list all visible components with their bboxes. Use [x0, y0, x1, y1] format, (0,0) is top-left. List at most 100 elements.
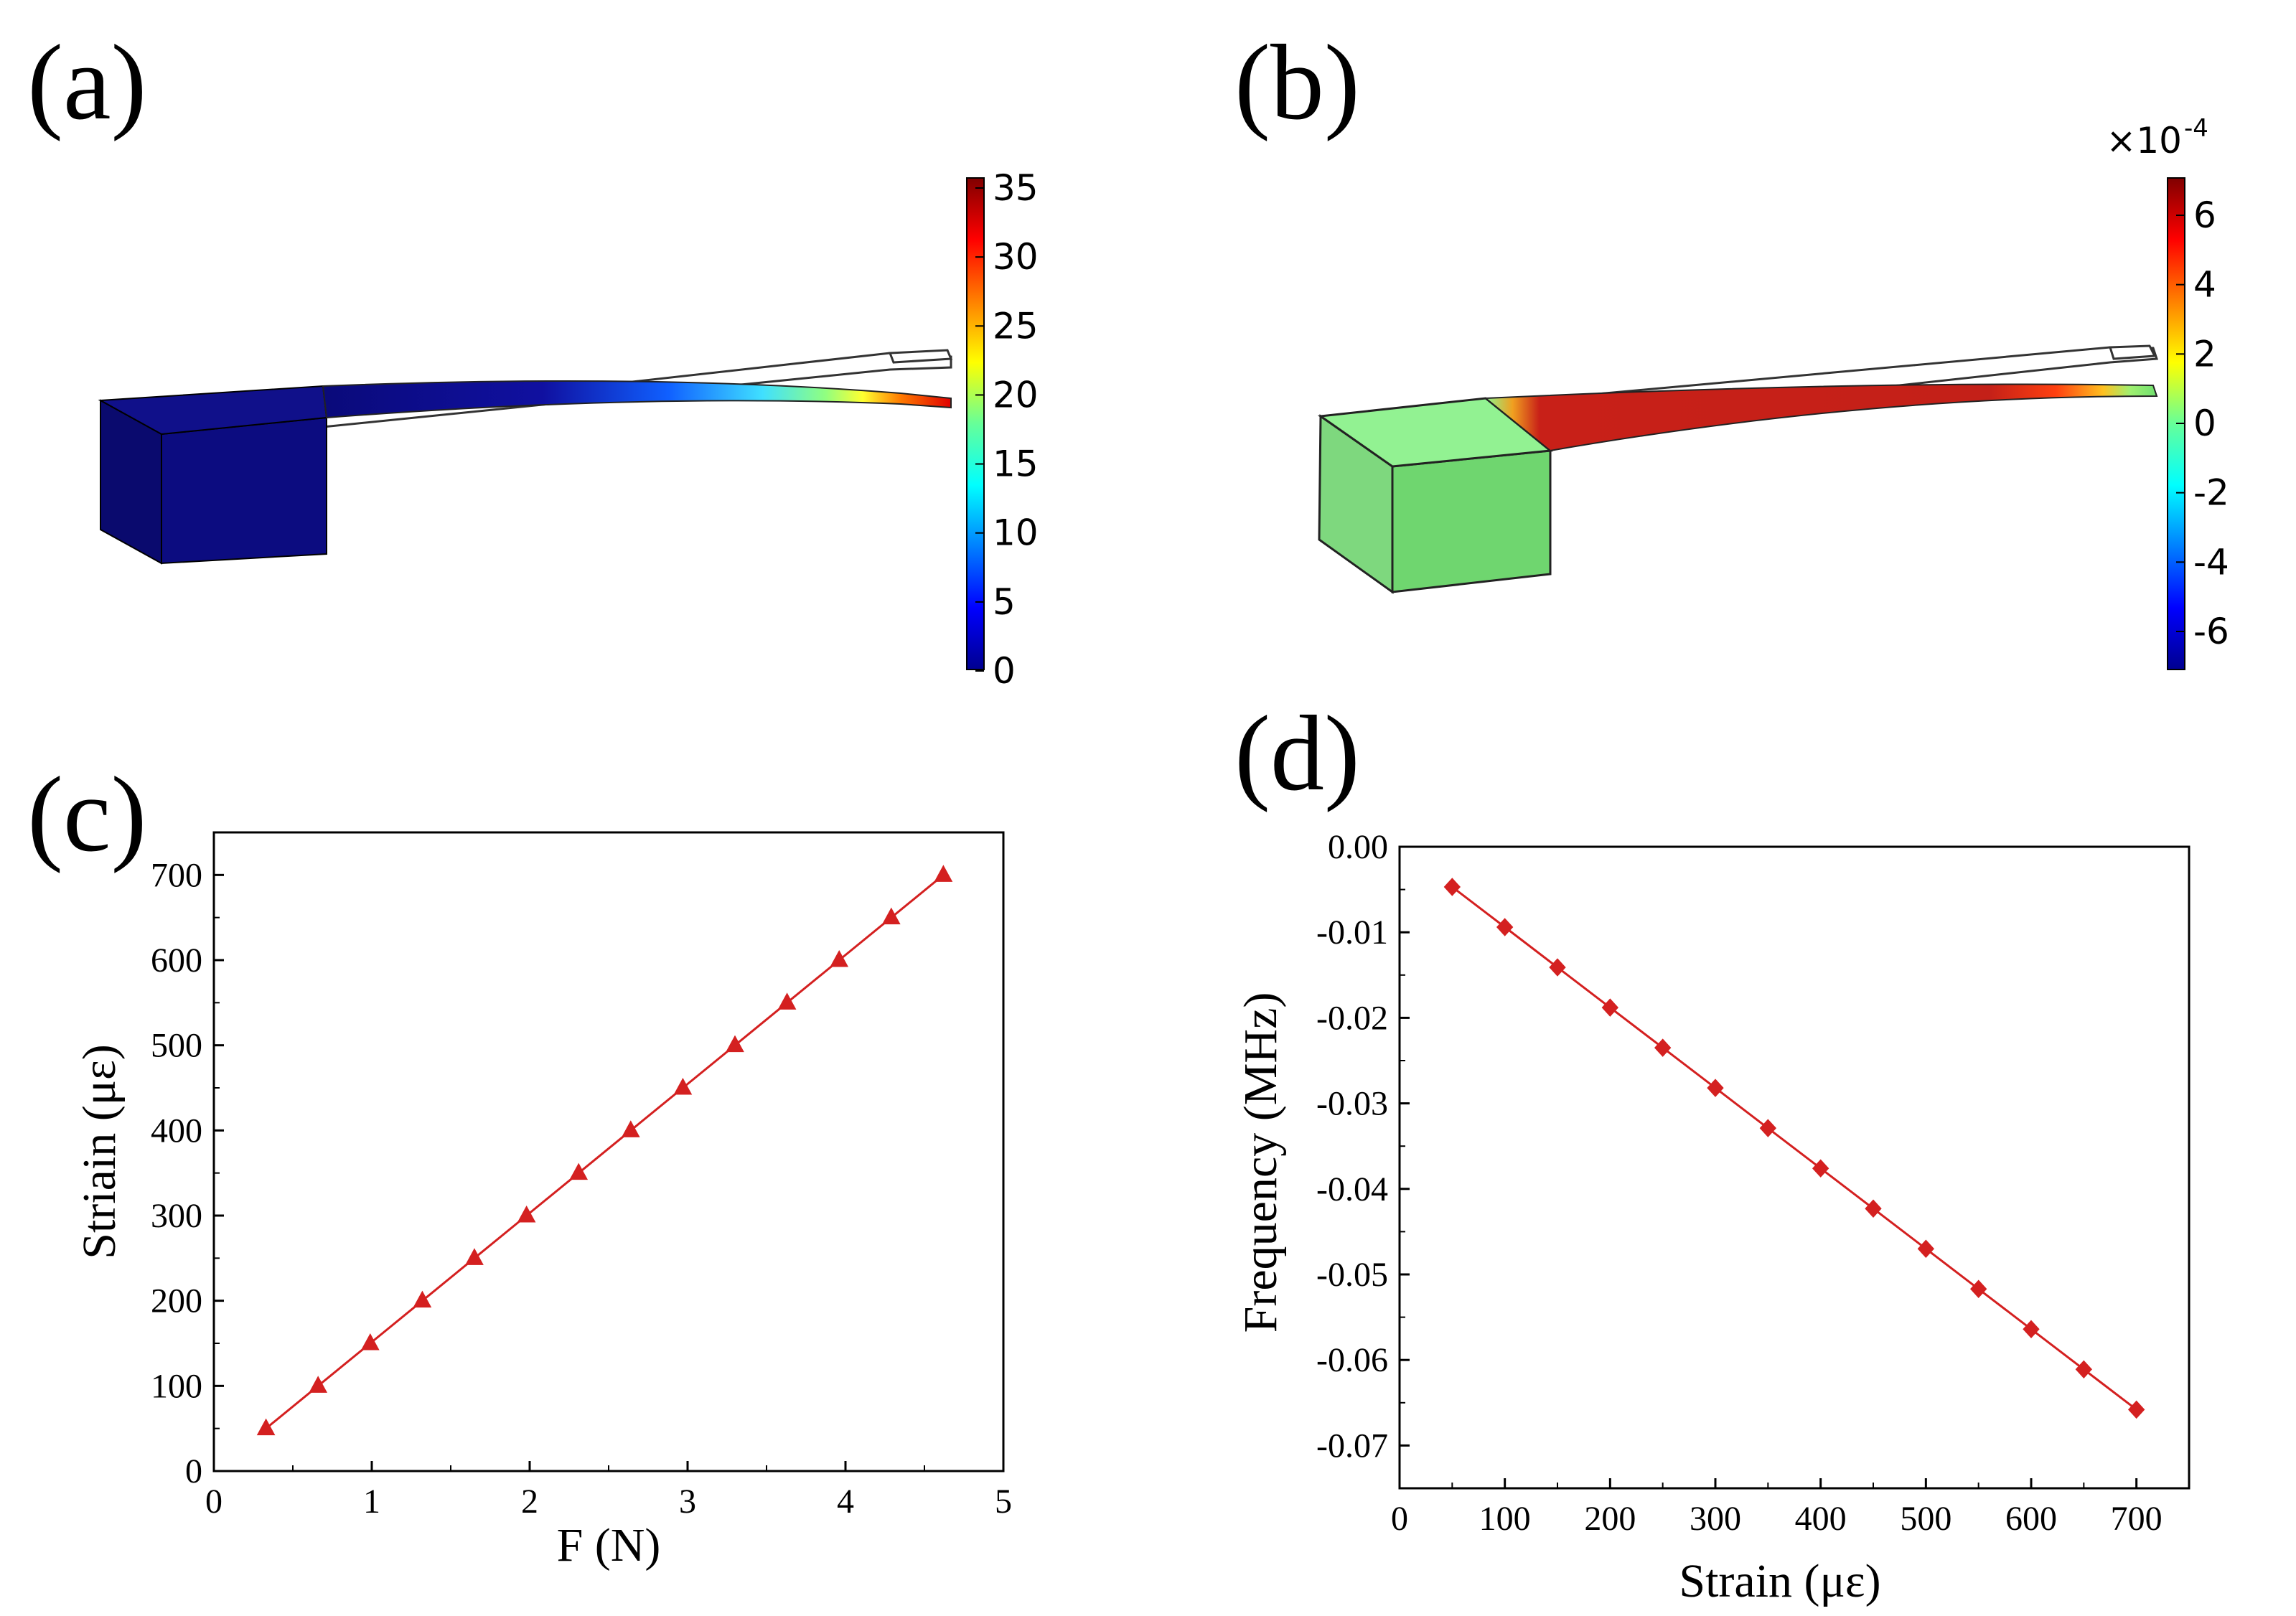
chart-c-ylabel: Striain (με) — [73, 1044, 126, 1259]
chart-d-point — [1917, 1239, 1935, 1258]
chart-d-point — [1443, 878, 1461, 896]
colorbar-a-tick-label: 0 — [993, 650, 1016, 692]
chart-d-point — [1759, 1119, 1777, 1137]
chart-d-ytick-label: -0.04 — [1316, 1170, 1388, 1208]
chart-c-ytick-label: 700 — [151, 856, 202, 894]
chart-c: 0 1 2 3 4 5 0 100 200 300 400 500 600 700 F (N) Stria… — [73, 831, 1012, 1572]
base-block-front-b — [1391, 449, 1552, 593]
chart-c-point — [413, 1290, 432, 1308]
chart-d-ytick-label: -0.03 — [1316, 1085, 1388, 1123]
chart-c-ytick-label: 0 — [185, 1452, 202, 1490]
chart-c-xlabel: F (N) — [557, 1519, 661, 1572]
chart-d-xtick-label: 500 — [1900, 1500, 1951, 1538]
colorbar-a-tick-label: 30 — [993, 236, 1039, 278]
chart-d-point — [1865, 1199, 1882, 1218]
colorbar-a-tick-label: 10 — [993, 512, 1039, 554]
chart-c-xtick-label: 2 — [521, 1483, 538, 1521]
chart-c-point — [360, 1333, 380, 1350]
colorbar-b-tick-label: 0 — [2193, 403, 2216, 444]
chart-d-frame — [1398, 845, 2190, 1490]
chart-c-xtick-label: 3 — [679, 1483, 696, 1521]
chart-d-point — [1654, 1038, 1672, 1057]
chart-c-ytick-label: 200 — [151, 1282, 202, 1320]
colorbar-b-tick-label: -6 — [2193, 611, 2229, 652]
colorbar-b-tick-label: -2 — [2193, 472, 2229, 514]
base-block-front-a — [161, 416, 327, 565]
chart-c-point — [777, 992, 797, 1010]
chart-c-ytick-label: 400 — [151, 1112, 202, 1150]
chart-d-axis-ticks: 0 100 200 300 400 500 600 700 0.00 -0.01 -0.02 -0.0… — [1316, 828, 2163, 1538]
chart-d-ytick-label: -0.02 — [1316, 999, 1388, 1037]
chart-c-xtick-label: 4 — [837, 1483, 854, 1521]
panel-c: (c) 0 1 2 3 4 5 0 100 200 300 400 500 600 700 F (N) S… — [27, 755, 1012, 1572]
chart-d-ytick-label: -0.07 — [1316, 1427, 1388, 1465]
chart-c-axis-ticks: 0 1 2 3 4 5 0 100 200 300 400 500 600 700 — [151, 856, 1012, 1521]
colorbar-b-exponent: -4 — [2184, 114, 2208, 143]
chart-d-ylabel: Frequency (MHz) — [1234, 992, 1287, 1333]
chart-c-point — [934, 865, 953, 882]
chart-d-point — [1496, 918, 1514, 936]
chart-d-xtick-label: 700 — [2111, 1500, 2163, 1538]
panel-d: (d) 0 100 200 300 400 500 600 700 0.00 -0.01 -0.02… — [1234, 694, 2190, 1607]
chart-c-point — [673, 1077, 693, 1095]
chart-c-point — [881, 907, 901, 925]
chart-c-series — [256, 865, 953, 1436]
chart-d-point — [1601, 998, 1619, 1017]
chart-d-xlabel: Strain (με) — [1679, 1555, 1880, 1607]
colorbar-b-tick-label: 4 — [2193, 264, 2216, 306]
chart-d-point — [2023, 1320, 2040, 1339]
chart-c-point — [569, 1162, 589, 1180]
chart-d-ytick-label: -0.01 — [1316, 913, 1388, 952]
chart-d-point — [2075, 1360, 2093, 1379]
chart-c-point — [621, 1120, 640, 1137]
panel-b-label: (b) — [1234, 23, 1360, 142]
chart-d-xtick-label: 100 — [1479, 1500, 1531, 1538]
chart-d-point — [2127, 1400, 2145, 1419]
chart-d-xtick-label: 600 — [2005, 1500, 2057, 1538]
chart-c-point — [309, 1376, 328, 1393]
deformed-beam-a — [322, 380, 952, 419]
chart-c-xtick-label: 5 — [995, 1483, 1012, 1521]
chart-d-point — [1969, 1279, 1987, 1299]
chart-c-ytick-label: 500 — [151, 1027, 202, 1065]
chart-c-point — [256, 1418, 276, 1436]
chart-d: 0 100 200 300 400 500 600 700 0.00 -0.01 -0.02 -0.0… — [1234, 828, 2190, 1607]
colorbar-a-tick-label: 35 — [993, 167, 1039, 209]
chart-c-point — [726, 1035, 744, 1053]
colorbar-b-tick-label: 6 — [2193, 194, 2216, 236]
colorbar-a-tick-label: 15 — [993, 443, 1039, 485]
chart-d-point — [1812, 1159, 1829, 1178]
chart-d-ytick-label: 0.00 — [1328, 828, 1388, 866]
chart-c-xtick-label: 0 — [205, 1483, 222, 1521]
chart-d-ytick-label: -0.05 — [1316, 1256, 1388, 1294]
chart-d-ytick-label: -0.06 — [1316, 1341, 1388, 1379]
panel-c-label: (c) — [27, 755, 146, 874]
colorbar-a-ticks: 35 30 25 20 15 10 5 0 — [975, 167, 1039, 692]
chart-d-xtick-label: 400 — [1795, 1500, 1847, 1538]
panel-a-label: (a) — [27, 23, 146, 142]
chart-d-xtick-label: 300 — [1690, 1500, 1741, 1538]
undeformed-tip-a — [888, 349, 953, 364]
chart-c-point — [517, 1205, 536, 1223]
undeformed-tip-b — [2108, 344, 2157, 360]
chart-d-xtick-label: 0 — [1391, 1500, 1408, 1538]
colorbar-b-ticks: 6 4 2 0 -2 -4 -6 — [2176, 194, 2229, 652]
panel-d-label: (d) — [1234, 694, 1360, 813]
colorbar-a-tick-label: 20 — [993, 374, 1039, 415]
panel-a: (a) 35 30 25 20 15 10 5 0 — [27, 23, 1039, 692]
colorbar-a: 35 30 25 20 15 10 5 0 — [966, 167, 1039, 692]
chart-c-line — [265, 874, 945, 1429]
chart-d-series — [1443, 878, 2145, 1419]
cantilever-model-a — [98, 349, 953, 565]
deformed-beam-b — [1484, 383, 2158, 452]
colorbar-a-gradient — [966, 177, 985, 670]
chart-d-point — [1707, 1079, 1724, 1097]
chart-c-ytick-label: 100 — [151, 1367, 202, 1405]
chart-c-ytick-label: 300 — [151, 1197, 202, 1235]
chart-d-line — [1451, 885, 2137, 1411]
colorbar-b-multiplier: ×10 — [2106, 120, 2182, 161]
chart-d-point — [1549, 958, 1566, 977]
chart-c-point — [830, 949, 849, 967]
chart-c-point — [465, 1248, 484, 1265]
